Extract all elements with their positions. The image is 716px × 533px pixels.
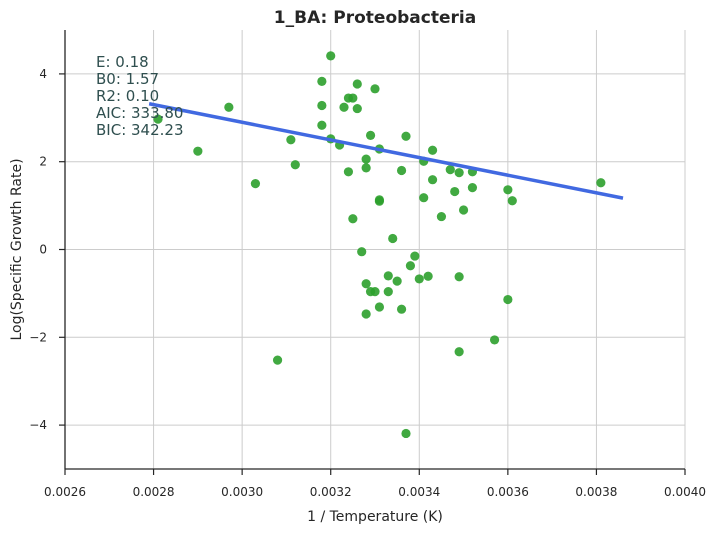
data-points [153,51,606,439]
chart-text: 0.0026 0.0028 0.0030 0.0032 0.0034 0.0036 0.00… [9,8,706,525]
data-point [401,428,411,439]
data-point [396,165,407,176]
stats-annotation-line: BIC: 342.23 [96,121,184,139]
data-point [361,163,371,173]
data-point [286,135,296,145]
data-point [250,179,261,189]
data-point [467,183,478,193]
data-point [436,211,447,222]
x-tick-label: 0.0032 [310,485,352,499]
x-tick-label: 0.0030 [221,485,263,499]
data-point [423,271,433,281]
data-point [427,145,438,155]
data-point [224,102,234,112]
data-point [153,114,163,124]
data-point [507,196,517,206]
data-point [503,185,513,195]
data-point [503,294,513,305]
data-point [352,79,362,89]
data-point [454,168,464,178]
data-point [343,167,354,177]
data-point [401,131,411,141]
stats-annotation-line: AIC: 333.80 [96,104,183,122]
fit-line-group [148,102,624,200]
data-point [370,84,380,94]
y-tick-label: 2 [39,155,47,169]
y-tick-label: −2 [29,330,47,344]
data-point [374,302,385,312]
grid [65,30,686,469]
data-point [489,335,500,345]
axes [59,30,686,475]
data-point [450,186,460,197]
data-point [272,355,283,365]
data-point [454,347,464,357]
data-point [339,102,349,112]
data-point [388,233,398,244]
x-axis-label: 1 / Temperature (K) [307,509,443,525]
y-tick-label: 4 [39,67,47,81]
data-point [419,193,429,203]
chart-title: 1_BA: Proteobacteria [274,8,476,28]
data-point [317,76,327,86]
data-point [427,175,438,185]
data-point [405,261,416,271]
data-point [317,100,327,111]
fit-line [148,102,624,200]
data-point [361,154,371,164]
y-tick-label: −4 [29,418,47,432]
stats-annotation-line: B0: 1.57 [96,70,159,88]
data-point [410,251,420,261]
data-point [326,51,336,61]
data-point [370,287,380,297]
data-point [357,247,367,257]
data-point [317,120,327,130]
y-axis-label: Log(Specific Growth Rate) [9,158,25,340]
stats-annotation-line: R2: 0.10 [96,87,159,105]
data-point [445,165,455,175]
data-point [596,178,606,188]
data-point [361,309,371,319]
data-point [458,205,469,215]
x-tick-label: 0.0040 [664,485,706,499]
data-point [348,93,358,103]
data-point [348,214,358,224]
data-point [392,276,402,286]
data-point [365,130,376,140]
data-point [383,287,393,297]
x-tick-label: 0.0034 [398,485,440,499]
data-point [352,103,362,114]
data-point [414,274,424,284]
y-tick-label: 0 [39,243,47,257]
data-point [374,196,385,206]
x-tick-label: 0.0028 [133,485,175,499]
data-point [361,279,371,289]
stats-annotation-line: E: 0.18 [96,53,149,71]
x-tick-label: 0.0026 [44,485,86,499]
data-point [396,304,407,314]
x-tick-label: 0.0036 [487,485,529,499]
data-point [454,272,464,282]
data-point [193,146,203,156]
x-tick-label: 0.0038 [575,485,617,499]
data-point [290,160,300,170]
data-point [383,271,393,281]
